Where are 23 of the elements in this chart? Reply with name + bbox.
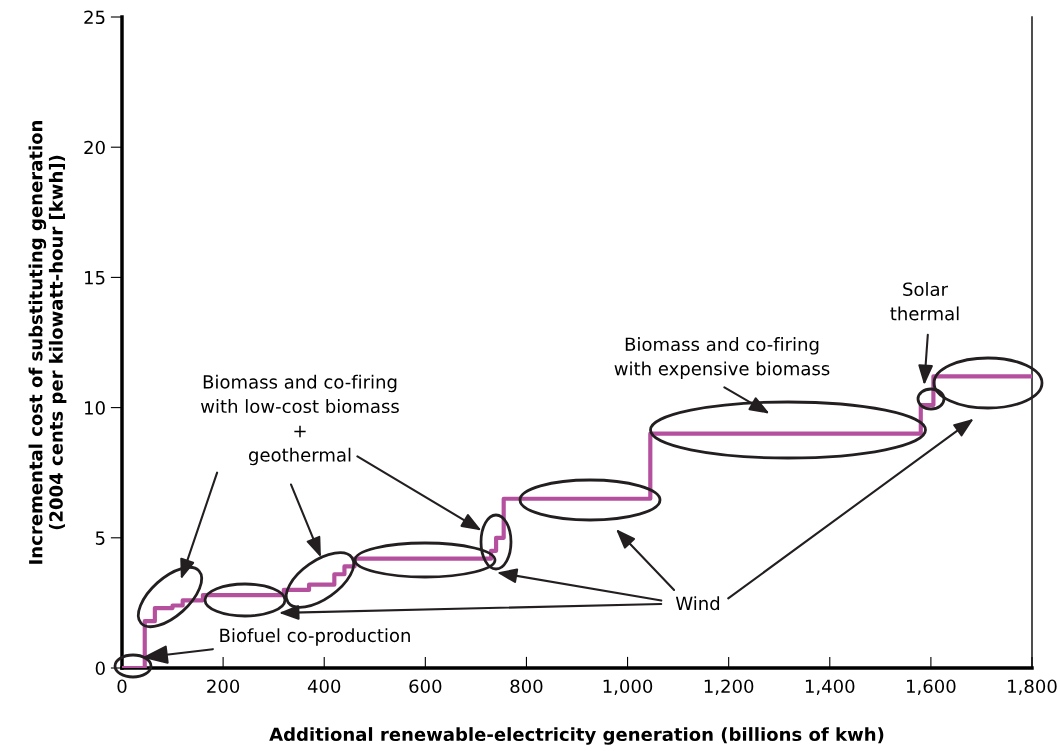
annotation: Wind: [675, 596, 720, 611]
y-tick-label: 25: [84, 10, 105, 25]
y-axis-title: Incremental cost of substituting generation (2004 cents per kilowatt-hour [kwh]): [28, 120, 67, 564]
x-tick-label: 1,000: [603, 679, 653, 695]
annotation: Biomass and co-firing with low-cost biomass + geothermal: [200, 374, 399, 466]
x-tick-label: 800: [510, 679, 543, 694]
x-tick-label: 200: [207, 679, 240, 694]
x-tick-label: 1,400: [805, 679, 855, 695]
x-axis-title: Additional renewable-electricity generation (billions of kwh): [269, 727, 884, 745]
x-tick-label: 400: [307, 679, 341, 694]
y-tick-label: 20: [84, 140, 105, 155]
x-tick-label: 600: [409, 679, 442, 694]
annotation: Biomass and co-firing with expensive biomass: [614, 337, 830, 379]
y-tick-label: 0: [95, 661, 105, 676]
annotation: Solar thermal: [890, 282, 959, 321]
x-tick-label: 1,200: [704, 679, 754, 695]
x-tick-label: 1,600: [907, 679, 956, 695]
x-tick-label: 0: [117, 679, 127, 694]
y-tick-label: 10: [85, 401, 105, 415]
annotation: Biofuel co-production: [220, 628, 410, 646]
x-tick-label: 1,800: [1008, 679, 1057, 695]
y-tick-label: 5: [95, 531, 105, 545]
y-tick-label: 15: [85, 271, 105, 285]
